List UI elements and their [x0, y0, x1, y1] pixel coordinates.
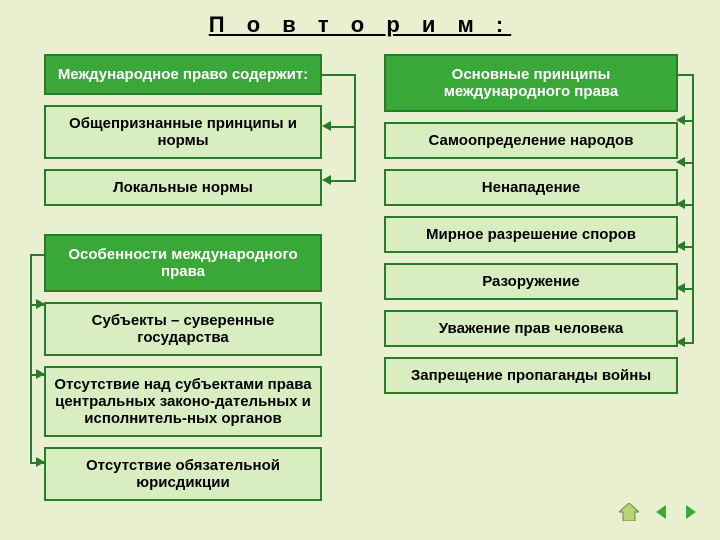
arrow-icon [676, 157, 685, 167]
connector [330, 126, 354, 128]
arrow-icon [676, 337, 685, 347]
left-group2-item-2: Отсутствие обязательной юрисдикции [44, 447, 322, 501]
right-item-1: Ненападение [384, 169, 678, 206]
connector [684, 288, 692, 290]
connector [684, 204, 692, 206]
right-item-4: Уважение прав человека [384, 310, 678, 347]
arrow-icon [36, 457, 45, 467]
left-group2-item-1: Отсутствие над субъектами права централь… [44, 366, 322, 437]
arrow-icon [676, 241, 685, 251]
left-group1-item-1: Локальные нормы [44, 169, 322, 206]
nav-controls [611, 503, 700, 526]
connector [30, 254, 32, 464]
arrow-icon [676, 199, 685, 209]
arrow-icon [322, 121, 331, 131]
arrow-icon [36, 369, 45, 379]
connector [684, 120, 692, 122]
left-group2-header: Особенности международного права [44, 234, 322, 292]
right-item-3: Разоружение [384, 263, 678, 300]
connector [692, 74, 694, 344]
connector [684, 342, 692, 344]
page-title: П о в т о р и м : [0, 0, 720, 54]
arrow-icon [676, 115, 685, 125]
next-icon[interactable] [682, 503, 700, 521]
right-item-2: Мирное разрешение споров [384, 216, 678, 253]
arrow-icon [676, 283, 685, 293]
home-icon[interactable] [619, 503, 639, 521]
connector [678, 74, 692, 76]
connector [330, 180, 354, 182]
prev-icon[interactable] [652, 503, 670, 521]
left-group1-header: Международное право содержит: [44, 54, 322, 95]
connector [684, 162, 692, 164]
right-item-0: Самоопределение народов [384, 122, 678, 159]
right-item-5: Запрещение пропаганды войны [384, 357, 678, 394]
arrow-icon [36, 299, 45, 309]
right-header: Основные принципы международного права [384, 54, 678, 112]
connector [322, 74, 354, 76]
right-column: Основные принципы международного права С… [384, 54, 678, 404]
connector [354, 74, 356, 182]
arrow-icon [322, 175, 331, 185]
left-column: Международное право содержит: Общепризна… [44, 54, 322, 511]
connector [30, 254, 44, 256]
left-group1-item-0: Общепризнанные принципы и нормы [44, 105, 322, 159]
connector [684, 246, 692, 248]
left-group2-item-0: Субъекты – суверенные государства [44, 302, 322, 356]
